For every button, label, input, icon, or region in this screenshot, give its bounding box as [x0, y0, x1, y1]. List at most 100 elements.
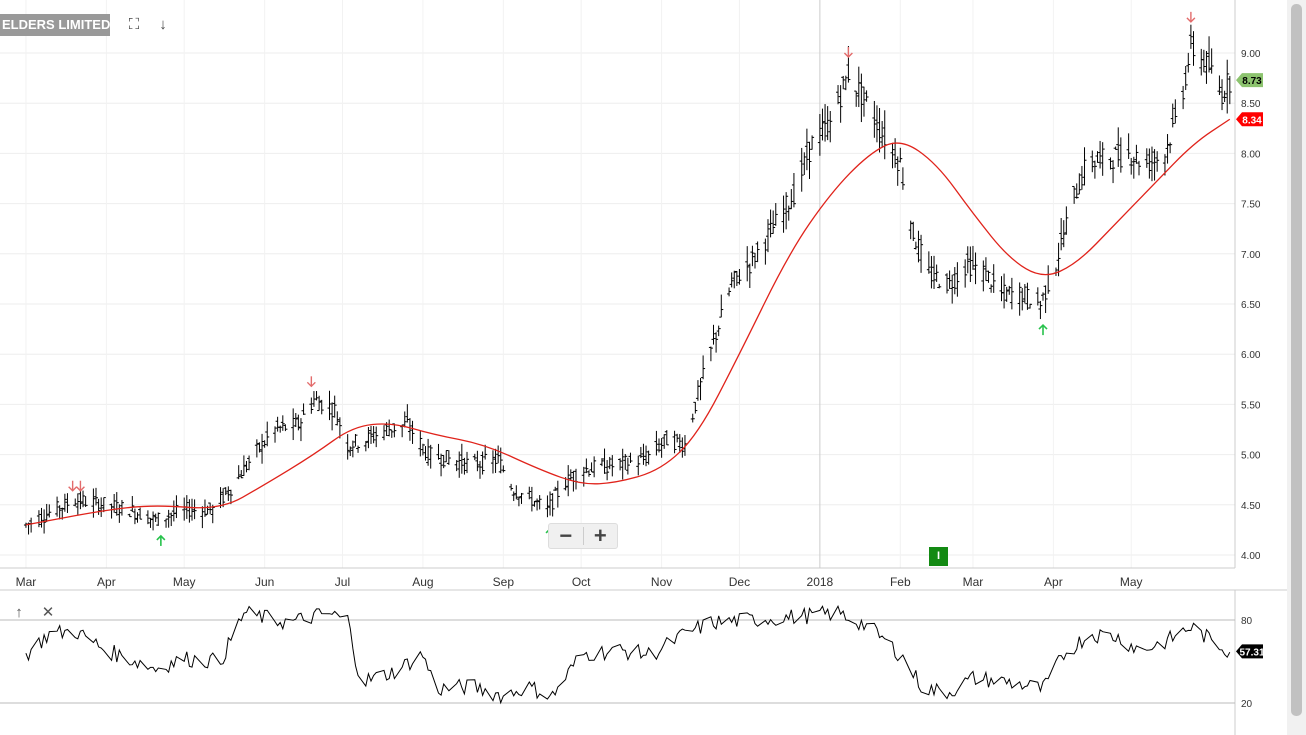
y-tick-label: 9.00 — [1241, 49, 1261, 60]
y-tick-label: 8.00 — [1241, 149, 1261, 160]
ohlc-bar — [895, 156, 900, 186]
ohlc-bar — [1129, 157, 1134, 175]
ohlc-bar — [874, 105, 879, 143]
ohlc-bar — [1100, 142, 1105, 176]
ohlc-bar — [145, 510, 150, 525]
ohlc-bar — [1004, 286, 1009, 302]
ohlc-bar — [78, 488, 83, 510]
ohlc-bar — [763, 238, 768, 265]
ohlc-bar — [765, 219, 770, 253]
ohlc-bar — [675, 433, 680, 443]
ohlc-bar — [418, 430, 423, 457]
ohlc-bar — [1111, 160, 1116, 184]
ohlc-bar — [374, 426, 379, 448]
ohlc-bar — [817, 114, 822, 156]
moving-average-series — [25, 118, 1231, 526]
x-tick-label: Oct — [572, 575, 591, 589]
ohlc-bar — [828, 111, 833, 143]
ohlc-bar — [1225, 59, 1230, 114]
close-icon[interactable]: ✕ — [41, 604, 55, 621]
ohlc-bar — [1090, 150, 1095, 173]
ohlc-bar — [913, 241, 918, 250]
ohlc-bar — [734, 270, 739, 287]
ohlc-bar — [335, 411, 340, 426]
ohlc-bar — [1017, 282, 1022, 316]
ohlc-bar — [1092, 160, 1097, 179]
ohlc-bar — [646, 450, 651, 465]
arrow-down-icon[interactable]: ↓ — [159, 16, 167, 33]
ohlc-bar — [1137, 160, 1142, 176]
ohlc-bar — [919, 234, 924, 273]
y-tick-label: 4.00 — [1241, 551, 1261, 562]
ohlc-bar — [1147, 148, 1152, 179]
ohlc-bar — [664, 430, 669, 446]
ohlc-bar — [423, 446, 428, 461]
ohlc-bar — [861, 86, 866, 117]
ohlc-bar — [607, 456, 612, 470]
ohlc-bar — [771, 210, 776, 234]
ohlc-bar — [573, 468, 578, 490]
zoom-in-button[interactable]: + — [593, 523, 607, 548]
ohlc-bar — [462, 457, 467, 475]
ohlc-bar — [625, 457, 630, 475]
ohlc-bar — [275, 416, 280, 432]
moving-average-line — [25, 118, 1231, 526]
ohlc-bar — [1028, 303, 1033, 309]
x-tick-label: Mar — [16, 575, 37, 589]
ohlc-bar — [810, 135, 815, 150]
ohlc-bar — [856, 66, 861, 108]
ohlc-bar — [592, 456, 597, 478]
ohlc-bar — [477, 460, 482, 479]
ohlc-bar — [1095, 151, 1100, 163]
ohlc-bar — [426, 438, 431, 466]
ohlc-bar — [841, 75, 846, 90]
ohlc-bar — [708, 346, 713, 362]
ohlc-bar — [109, 503, 114, 519]
ohlc-bar — [244, 460, 249, 473]
ohlc-bar — [1181, 85, 1186, 110]
ohlc-bar — [932, 255, 937, 289]
ohlc-bar — [537, 495, 542, 510]
ohlc-bar — [657, 438, 662, 453]
expand-icon[interactable]: ⛶ — [128, 16, 140, 33]
oscillator-value-tag-shape — [1236, 644, 1263, 659]
ohlc-bar — [838, 85, 843, 123]
buy-signal-icon — [1038, 323, 1048, 336]
y-tick-label: 8.50 — [1241, 99, 1261, 110]
ohlc-bar — [265, 421, 270, 447]
ohlc-bar — [807, 141, 812, 179]
event-marker[interactable]: I — [929, 547, 948, 566]
ohlc-bar — [1009, 277, 1014, 310]
ohlc-bar — [480, 451, 485, 475]
ohlc-bar — [389, 429, 394, 438]
y-tick-label: 7.50 — [1241, 200, 1261, 211]
ohlc-bar — [171, 500, 176, 522]
ohlc-bar — [519, 492, 524, 504]
zoom-out-button[interactable]: − — [559, 523, 573, 548]
ohlc-bar — [727, 287, 732, 297]
ohlc-bar — [200, 506, 205, 529]
ohlc-bar — [493, 448, 498, 473]
ohlc-bar — [737, 268, 742, 285]
buy-signal-head — [156, 534, 166, 541]
ohlc-bar — [327, 390, 332, 421]
ohlc-bar — [1025, 282, 1030, 310]
x-tick-label: Apr — [97, 575, 116, 589]
ohlc-bar — [610, 455, 615, 477]
ohlc-bar — [75, 493, 80, 515]
moving-average-tag-text: 8.34 — [1242, 115, 1262, 126]
ohlc-bar — [228, 489, 233, 505]
arrow-up-icon[interactable]: ↑ — [15, 604, 23, 621]
ohlc-bar — [420, 443, 425, 456]
value-tags: 8.73 8.34 57.31 — [1236, 73, 1265, 659]
ohlc-bar — [1191, 31, 1196, 66]
ohlc-bar — [732, 270, 737, 289]
ohlc-bar — [968, 246, 973, 283]
ohlc-bar — [952, 267, 957, 295]
scrollbar-thumb[interactable] — [1291, 4, 1302, 716]
sell-signal-icon — [1186, 11, 1196, 23]
ohlc-bar — [153, 513, 158, 523]
ohlc-bar — [1022, 284, 1027, 304]
ohlc-bar — [1155, 151, 1160, 172]
last-price-tag-text: 8.73 — [1242, 76, 1262, 87]
